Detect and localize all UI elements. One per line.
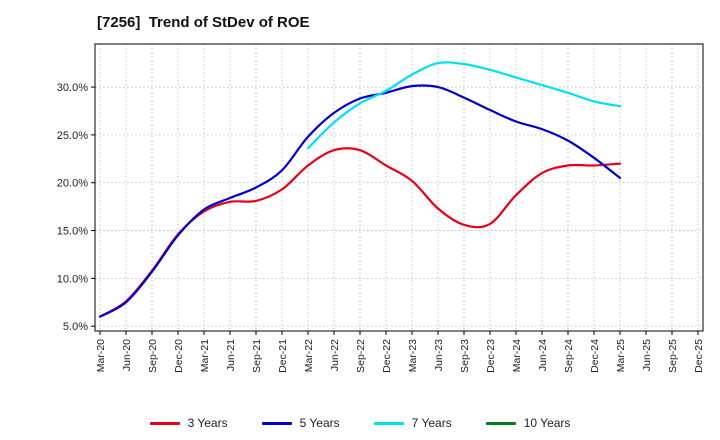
x-tick-label: Mar-25	[615, 339, 627, 372]
y-tick-label: 30.0%	[57, 82, 88, 94]
x-tick-label: Dec-21	[277, 339, 289, 373]
chart-title: [7256] Trend of StDev of ROE	[97, 14, 310, 31]
stdev-roe-line-chart: 5.0% 10.0% 15.0% 20.0% 25.0% 30.0% Mar-20 Jun-2…	[57, 43, 705, 373]
x-tick-label: Sep-21	[251, 339, 263, 373]
x-tick-label: Jun-22	[329, 339, 341, 371]
y-tick-label: 20.0%	[57, 178, 88, 190]
x-tick-label: Jun-21	[225, 339, 237, 371]
plot-border	[94, 43, 704, 332]
series-line-5-years	[98, 84, 622, 318]
legend-label: 3 Years	[187, 416, 228, 430]
legend-swatch	[149, 421, 180, 425]
x-tick-label: Sep-20	[147, 339, 159, 373]
x-tick-label: Sep-25	[667, 339, 679, 373]
x-tick-label: Dec-22	[381, 339, 393, 373]
x-tick-label: Dec-20	[173, 339, 185, 373]
legend-label: 5 Years	[299, 416, 340, 430]
y-tick-label: 10.0%	[57, 273, 88, 285]
x-tick-label: Sep-23	[459, 339, 471, 373]
x-tick-label: Dec-25	[693, 339, 705, 373]
x-tick-label: Mar-21	[199, 339, 211, 372]
y-tick-label: 15.0%	[57, 226, 88, 238]
y-tick-label: 25.0%	[57, 130, 88, 142]
x-tick-label: Jun-20	[121, 339, 133, 371]
x-tick-label: Dec-23	[485, 339, 497, 373]
legend-label: 7 Years	[411, 416, 452, 430]
x-tick-label: Mar-24	[511, 339, 523, 372]
series-line-7-years	[306, 61, 622, 150]
y-tick-label: 5.0%	[63, 321, 88, 333]
legend-swatch	[261, 421, 292, 425]
x-tick-label: Mar-22	[303, 339, 315, 372]
x-tick-label: Dec-24	[589, 339, 601, 373]
legend-item-5-years: 5 Years	[261, 416, 340, 430]
legend-item-10-years: 10 Years	[485, 416, 571, 430]
x-tick-label: Jun-23	[433, 339, 445, 371]
x-tick-label: Mar-23	[407, 339, 419, 372]
legend-swatch	[373, 421, 404, 425]
x-tick-label: Jun-24	[537, 339, 549, 371]
chart-legend: 3 Years 5 Years 7 Years 10 Years	[0, 416, 720, 430]
legend-swatch	[485, 421, 516, 425]
x-tick-label: Mar-20	[95, 339, 107, 372]
legend-item-7-years: 7 Years	[373, 416, 452, 430]
x-tick-label: Sep-22	[355, 339, 367, 373]
x-tick-label: Jun-25	[641, 339, 653, 371]
legend-item-3-years: 3 Years	[149, 416, 228, 430]
legend-label: 10 Years	[523, 416, 571, 430]
x-tick-label: Sep-24	[563, 339, 575, 373]
